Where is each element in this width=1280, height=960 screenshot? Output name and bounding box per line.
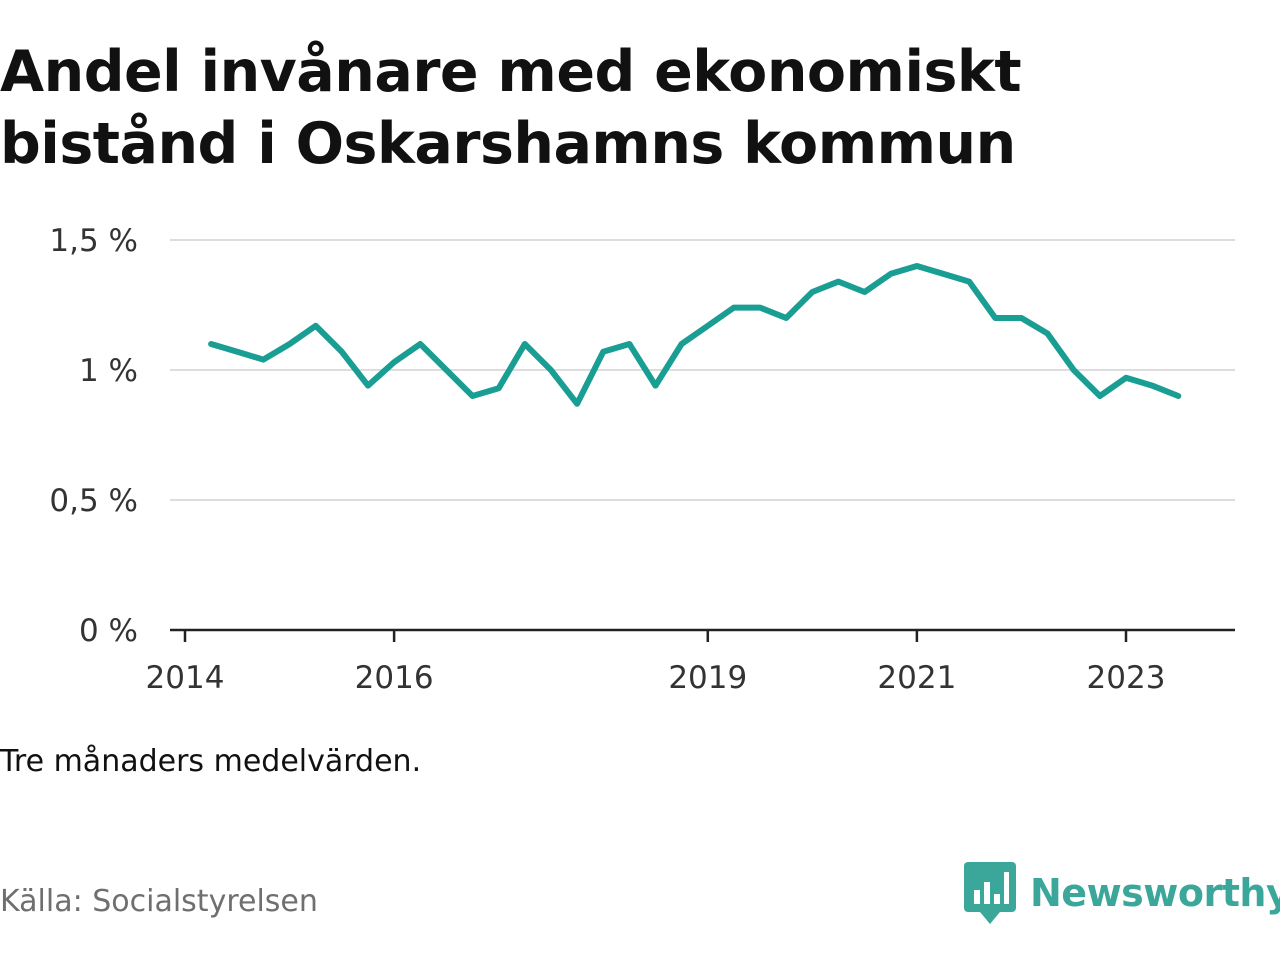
x-axis-tick-labels: 2014 2016 2019 2021 2023 (146, 660, 1166, 696)
brand-name: Newsworthy (1030, 871, 1280, 915)
y-axis-tick-labels: 0 % 0,5 % 1 % 1,5 % (49, 223, 138, 649)
line-chart: 0 % 0,5 % 1 % 1,5 % 2014 2016 2019 2021 2023 (49, 223, 1235, 696)
y-tick-label: 1 % (79, 353, 138, 389)
y-tick-label: 1,5 % (49, 223, 138, 259)
chart-title: Andel invånare med ekonomiskt bistånd i … (0, 36, 1260, 180)
x-tick-label: 2016 (355, 660, 434, 696)
series-group (208, 263, 1182, 407)
grid-lines (170, 239, 1235, 501)
chart-title-line-1: Andel invånare med ekonomiskt (0, 39, 1022, 105)
x-tick-label: 2019 (668, 660, 747, 696)
x-tick-label: 2014 (146, 660, 225, 696)
source-label: Källa: Socialstyrelsen (0, 884, 318, 919)
y-tick-label: 0,5 % (49, 483, 138, 519)
x-tick-label: 2021 (877, 660, 956, 696)
newsworthy-logo-icon (964, 862, 1016, 924)
x-axis (170, 628, 1235, 642)
x-tick-label: 2023 (1087, 660, 1166, 696)
series-line (208, 263, 1182, 407)
chart-note: Tre månaders medelvärden. (0, 744, 422, 779)
chart-title-line-2: bistånd i Oskarshamns kommun (0, 111, 1016, 177)
brand-logo: Newsworthy (964, 862, 1280, 924)
y-tick-label: 0 % (79, 613, 138, 649)
